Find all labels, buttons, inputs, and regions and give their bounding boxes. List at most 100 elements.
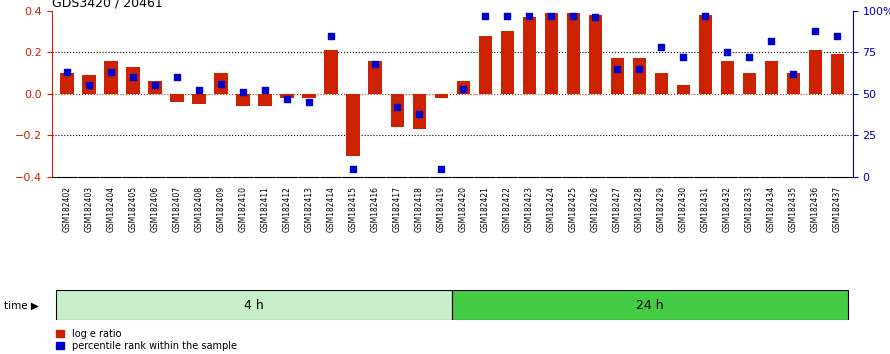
Text: 24 h: 24 h bbox=[636, 299, 664, 312]
Point bbox=[412, 111, 426, 116]
Point bbox=[544, 13, 558, 18]
Text: GSM182423: GSM182423 bbox=[524, 186, 534, 232]
Bar bbox=[742, 73, 756, 94]
Bar bbox=[149, 81, 162, 94]
Text: GSM182411: GSM182411 bbox=[261, 186, 270, 232]
Text: GSM182410: GSM182410 bbox=[239, 186, 247, 232]
Text: GSM182428: GSM182428 bbox=[635, 186, 643, 232]
Bar bbox=[171, 94, 183, 102]
Text: time ▶: time ▶ bbox=[4, 300, 39, 310]
Point bbox=[720, 50, 734, 55]
Text: GSM182429: GSM182429 bbox=[657, 186, 666, 232]
Bar bbox=[56, 290, 452, 320]
Text: 4 h: 4 h bbox=[244, 299, 264, 312]
Text: GSM182418: GSM182418 bbox=[415, 186, 424, 232]
Text: GSM182424: GSM182424 bbox=[546, 186, 555, 232]
Point bbox=[830, 33, 845, 39]
Text: GSM182406: GSM182406 bbox=[150, 186, 159, 232]
Bar bbox=[522, 17, 536, 94]
Point bbox=[125, 74, 140, 80]
Bar bbox=[611, 58, 624, 94]
Text: GSM182417: GSM182417 bbox=[392, 186, 401, 232]
Point bbox=[654, 44, 668, 50]
Point bbox=[214, 81, 228, 87]
Bar bbox=[809, 50, 821, 94]
Point bbox=[566, 13, 580, 18]
Point bbox=[676, 55, 691, 60]
Point bbox=[192, 88, 206, 93]
Bar bbox=[192, 94, 206, 104]
Bar bbox=[368, 61, 382, 94]
Point bbox=[808, 28, 822, 33]
Text: GSM182425: GSM182425 bbox=[569, 186, 578, 232]
Text: GDS3420 / 20461: GDS3420 / 20461 bbox=[52, 0, 162, 10]
Point bbox=[236, 89, 250, 95]
Point bbox=[765, 38, 779, 44]
Text: GSM182415: GSM182415 bbox=[349, 186, 358, 232]
Bar bbox=[83, 75, 95, 94]
Text: GSM182435: GSM182435 bbox=[789, 186, 797, 232]
Point bbox=[434, 166, 449, 172]
Bar bbox=[280, 94, 294, 98]
Text: GSM182433: GSM182433 bbox=[745, 186, 754, 232]
Point bbox=[82, 82, 96, 88]
Bar bbox=[104, 61, 117, 94]
Point bbox=[170, 74, 184, 80]
Point bbox=[104, 69, 118, 75]
Point bbox=[742, 55, 756, 60]
Point bbox=[610, 66, 624, 72]
Bar bbox=[61, 73, 74, 94]
Text: GSM182420: GSM182420 bbox=[458, 186, 467, 232]
Bar bbox=[303, 94, 316, 98]
Bar bbox=[633, 58, 646, 94]
Point bbox=[302, 99, 316, 105]
Bar bbox=[214, 73, 228, 94]
Point bbox=[280, 96, 295, 102]
Bar bbox=[567, 13, 579, 94]
Bar bbox=[699, 15, 712, 94]
Point bbox=[390, 104, 404, 110]
Bar bbox=[457, 81, 470, 94]
Text: GSM182437: GSM182437 bbox=[833, 186, 842, 232]
Text: GSM182403: GSM182403 bbox=[85, 186, 93, 232]
Bar bbox=[787, 73, 800, 94]
Point bbox=[324, 33, 338, 39]
Bar bbox=[721, 61, 733, 94]
Point bbox=[368, 61, 382, 67]
Point bbox=[148, 82, 162, 88]
Bar bbox=[346, 94, 360, 156]
Text: GSM182404: GSM182404 bbox=[107, 186, 116, 232]
Bar bbox=[452, 290, 848, 320]
Text: GSM182416: GSM182416 bbox=[370, 186, 380, 232]
Point bbox=[632, 66, 646, 72]
Text: GSM182419: GSM182419 bbox=[437, 186, 446, 232]
Point bbox=[522, 13, 537, 18]
Bar bbox=[654, 73, 668, 94]
Text: GSM182402: GSM182402 bbox=[62, 186, 71, 232]
Text: GSM182431: GSM182431 bbox=[700, 186, 709, 232]
Legend: log e ratio, percentile rank within the sample: log e ratio, percentile rank within the … bbox=[56, 329, 237, 351]
Bar bbox=[500, 32, 514, 94]
Bar bbox=[830, 54, 844, 94]
Text: GSM182408: GSM182408 bbox=[195, 186, 204, 232]
Bar bbox=[237, 94, 250, 106]
Point bbox=[346, 166, 360, 172]
Bar bbox=[434, 94, 448, 98]
Text: GSM182409: GSM182409 bbox=[216, 186, 225, 232]
Bar bbox=[588, 15, 602, 94]
Bar bbox=[391, 94, 404, 127]
Text: GSM182434: GSM182434 bbox=[766, 186, 776, 232]
Point bbox=[588, 15, 603, 20]
Text: GSM182405: GSM182405 bbox=[128, 186, 138, 232]
Bar bbox=[545, 13, 558, 94]
Bar bbox=[258, 94, 271, 106]
Text: GSM182421: GSM182421 bbox=[481, 186, 490, 232]
Text: GSM182432: GSM182432 bbox=[723, 186, 732, 232]
Text: GSM182436: GSM182436 bbox=[811, 186, 820, 232]
Bar bbox=[676, 85, 690, 94]
Point bbox=[258, 88, 272, 93]
Point bbox=[478, 13, 492, 18]
Point bbox=[500, 13, 514, 18]
Text: GSM182426: GSM182426 bbox=[591, 186, 600, 232]
Text: GSM182413: GSM182413 bbox=[304, 186, 313, 232]
